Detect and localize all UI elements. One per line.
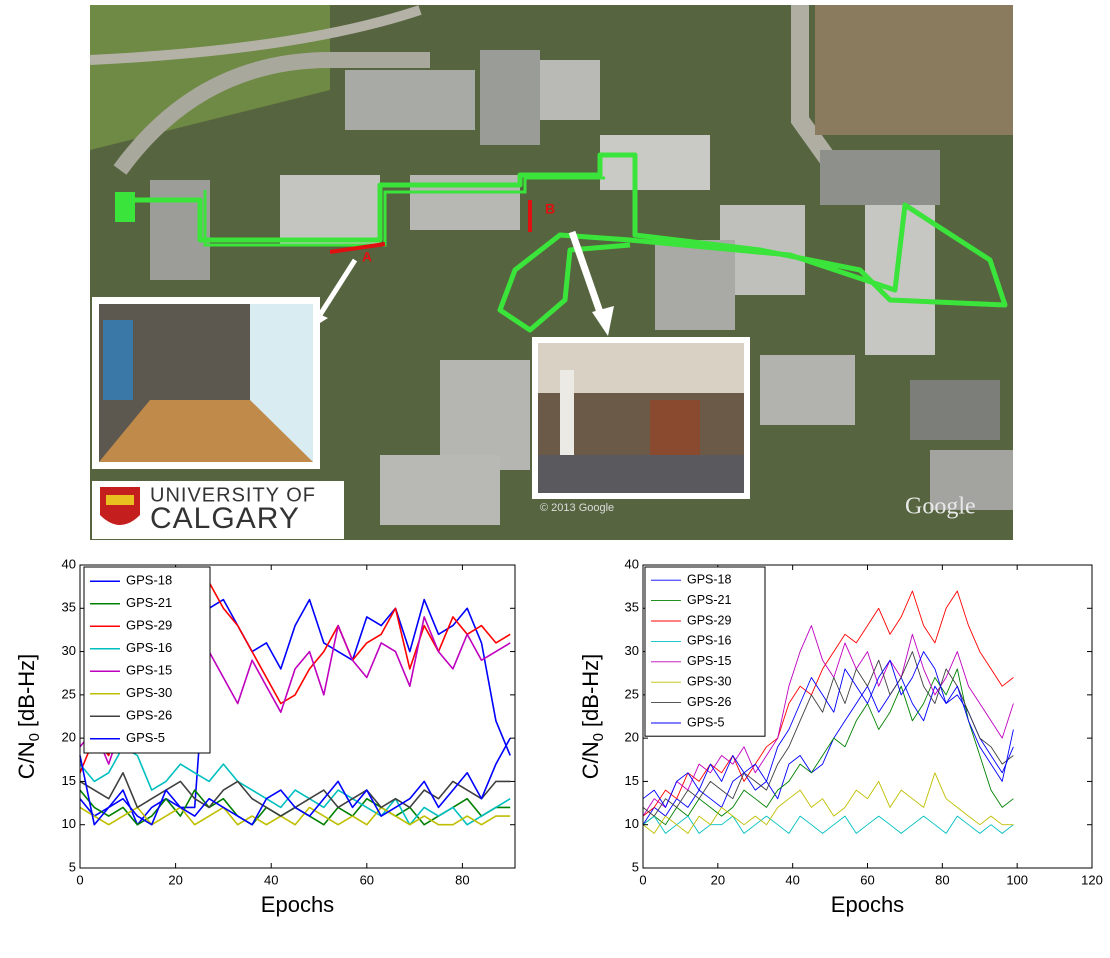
series-line bbox=[79, 598, 511, 826]
y-tick-label: 25 bbox=[62, 686, 76, 701]
series-line bbox=[642, 772, 1014, 834]
y-tick-label: 25 bbox=[625, 686, 639, 701]
y-tick-label: 5 bbox=[69, 859, 76, 874]
legend-label: GPS-18 bbox=[687, 572, 732, 586]
legend-label: GPS-30 bbox=[126, 685, 172, 700]
y-axis-label: C/N0 [dB-Hz] bbox=[578, 654, 607, 780]
x-tick-label: 120 bbox=[1081, 872, 1103, 887]
series-line bbox=[642, 651, 1014, 808]
x-axis-label: Epochs bbox=[261, 892, 334, 917]
y-label-unit: [dB-Hz] bbox=[578, 654, 603, 727]
marker-label: A bbox=[362, 249, 372, 265]
y-label-main: C/N bbox=[578, 741, 603, 779]
legend-label: GPS-26 bbox=[126, 708, 172, 723]
series-line bbox=[79, 746, 511, 826]
y-tick-label: 10 bbox=[62, 816, 76, 831]
series-line bbox=[642, 815, 1014, 834]
axes-frame bbox=[79, 564, 516, 869]
x-tick-label: 20 bbox=[711, 872, 725, 887]
series-line bbox=[79, 737, 511, 826]
copyright: © 2013 Google bbox=[540, 502, 614, 514]
legend-label: GPS-16 bbox=[687, 634, 732, 648]
watermark: Google bbox=[905, 494, 976, 520]
y-tick-label: 30 bbox=[625, 643, 639, 658]
x-axis-label: Epochs bbox=[831, 892, 904, 917]
series-line bbox=[642, 677, 1014, 825]
y-tick-label: 35 bbox=[62, 600, 76, 615]
legend-label: GPS-15 bbox=[687, 654, 732, 668]
y-tick-label: 35 bbox=[625, 600, 639, 615]
legend-label: GPS-18 bbox=[126, 573, 172, 588]
legend-label: GPS-29 bbox=[687, 613, 732, 627]
legend-label: GPS-5 bbox=[126, 730, 165, 745]
y-label-unit: [dB-Hz] bbox=[14, 654, 39, 727]
legend-box bbox=[83, 566, 211, 754]
legend-label: GPS-29 bbox=[126, 618, 172, 633]
x-tick-label: 40 bbox=[264, 872, 278, 887]
y-tick-label: 15 bbox=[62, 773, 76, 788]
series-line bbox=[642, 651, 1014, 817]
y-axis-label: C/N0 [dB-Hz] bbox=[14, 654, 43, 780]
x-tick-label: 80 bbox=[455, 872, 469, 887]
x-tick-label: 100 bbox=[1006, 872, 1028, 887]
logo-text: UNIVERSITY OF bbox=[150, 484, 316, 506]
x-tick-label: 60 bbox=[860, 872, 874, 887]
series-line bbox=[642, 668, 1014, 826]
y-tick-label: 15 bbox=[625, 773, 639, 788]
y-tick-label: 5 bbox=[632, 859, 639, 874]
y-tick-label: 40 bbox=[62, 556, 76, 571]
x-tick-label: 0 bbox=[76, 872, 83, 887]
logo-text: CALGARY bbox=[150, 502, 300, 535]
x-tick-label: 20 bbox=[168, 872, 182, 887]
y-tick-label: 30 bbox=[62, 643, 76, 658]
legend-label: GPS-21 bbox=[687, 593, 732, 607]
legend-label: GPS-15 bbox=[126, 663, 172, 678]
legend-label: GPS-26 bbox=[687, 695, 732, 709]
aerial-map: UNIVERSITY OF CALGARY A B © 2013 Google … bbox=[89, 5, 1013, 540]
x-tick-label: 80 bbox=[935, 872, 949, 887]
y-tick-label: 20 bbox=[62, 730, 76, 745]
x-tick-label: 0 bbox=[639, 872, 646, 887]
marker-label: B bbox=[545, 201, 555, 217]
y-label-sub: 0 bbox=[26, 733, 43, 741]
legend-label: GPS-5 bbox=[687, 715, 725, 729]
y-tick-label: 20 bbox=[625, 730, 639, 745]
legend-label: GPS-30 bbox=[687, 674, 732, 688]
legend-box bbox=[644, 566, 766, 737]
series-line bbox=[642, 590, 1014, 817]
x-tick-label: 40 bbox=[785, 872, 799, 887]
x-tick-label: 60 bbox=[360, 872, 374, 887]
legend-label: GPS-21 bbox=[126, 595, 172, 610]
y-tick-label: 40 bbox=[625, 556, 639, 571]
legend-label: GPS-16 bbox=[126, 640, 172, 655]
y-label-sub: 0 bbox=[590, 733, 607, 741]
y-tick-label: 10 bbox=[625, 816, 639, 831]
series-line bbox=[642, 625, 1014, 817]
y-label-main: C/N bbox=[14, 741, 39, 779]
